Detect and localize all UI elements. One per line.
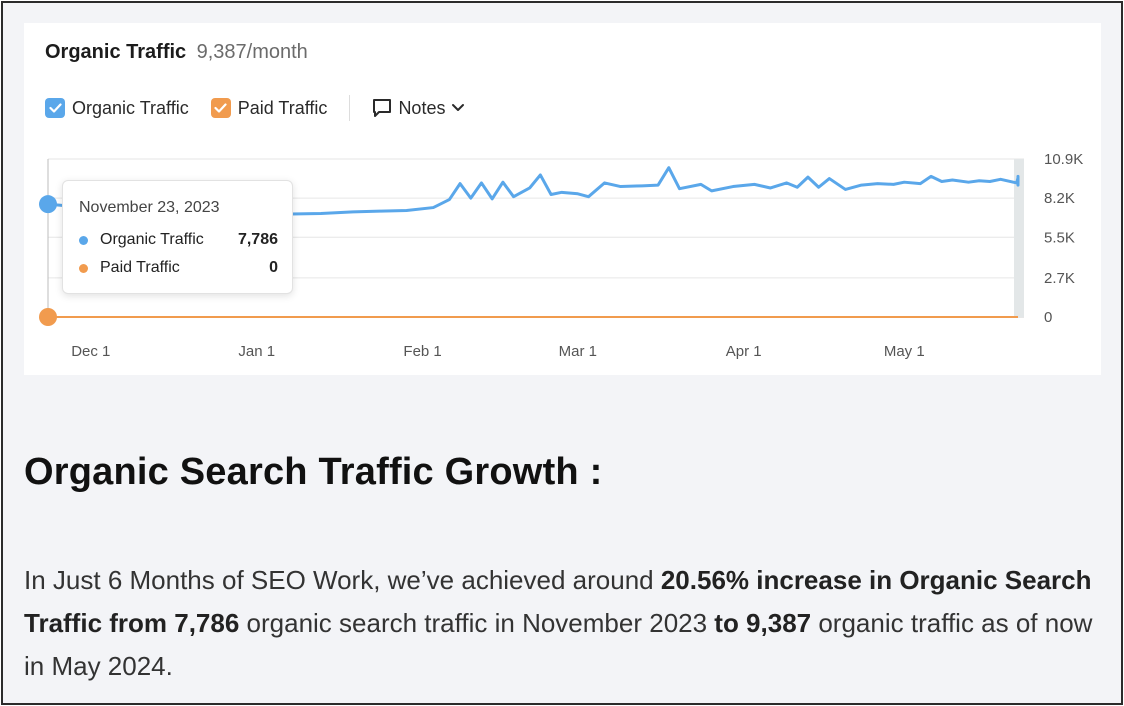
legend-divider [349,95,351,121]
series-dot-icon [79,235,88,245]
paragraph-text: organic traffic as of now in May 2024. [24,608,1093,681]
legend-organic-traffic[interactable]: Organic Traffic [45,98,189,119]
card-metric: 9,387/month [196,41,308,63]
chart-legend: Organic Traffic Paid Traffic Notes [45,95,471,121]
card-title: Organic Traffic [45,41,187,63]
y-tick-label: 5.5K [1044,229,1075,246]
tooltip-row-paid: Paid Traffic 0 [79,259,278,277]
paragraph-highlight: 20.56% increase in Organic Search Traffi… [24,565,1092,638]
series-dot-icon [79,263,88,273]
notes-dropdown[interactable]: Notes [372,98,471,119]
series-line-organic-traffic [46,166,1020,217]
tooltip-value: 7,786 [237,231,278,248]
x-tick-label: Dec 1 [71,343,110,360]
y-tick-label: 8.2K [1044,190,1075,207]
article-heading: Organic Search Traffic Growth : [24,451,603,493]
traffic-card: Organic Traffic 9,387/month Organic Traf… [24,23,1101,375]
x-tick-label: Apr 1 [726,343,762,360]
y-tick-label: 10.9K [1044,151,1083,168]
y-tick-label: 0 [1044,309,1052,326]
paragraph-text: organic search traffic in November 2023 [239,608,715,638]
current-period-band [1014,159,1024,317]
checkbox-checked-icon[interactable] [210,98,231,118]
legend-label: Paid Traffic [237,97,328,118]
tooltip-value: 0 [269,259,278,276]
x-tick-label: May 1 [884,343,925,360]
article-paragraph: In Just 6 Months of SEO Work, we’ve achi… [24,559,1109,688]
tooltip-date: November 23, 2023 [79,199,220,216]
tooltip-label: Paid Traffic [100,259,180,276]
x-tick-label: Mar 1 [559,343,597,360]
chart-tooltip: November 23, 2023 Organic Traffic 7,786 … [62,180,293,294]
x-tick-label: Jan 1 [238,343,275,360]
checkbox-checked-icon[interactable] [45,98,65,118]
notes-label: Notes [398,97,446,118]
paragraph-text: In Just 6 Months of SEO Work, we’ve achi… [24,565,661,595]
comment-icon [373,99,392,117]
tooltip-label: Organic Traffic [100,231,204,248]
legend-label: Organic Traffic [72,97,189,118]
hover-marker-paid-traffic [39,308,57,326]
x-tick-label: Feb 1 [403,343,441,360]
paragraph-highlight: to 9,387 [714,608,812,638]
tooltip-row-organic: Organic Traffic 7,786 [79,231,278,249]
chevron-down-icon [452,104,465,111]
card-header: Organic Traffic 9,387/month [45,41,308,64]
hover-marker-organic-traffic [39,195,57,214]
legend-paid-traffic[interactable]: Paid Traffic [210,97,328,119]
y-tick-label: 2.7K [1044,270,1075,287]
